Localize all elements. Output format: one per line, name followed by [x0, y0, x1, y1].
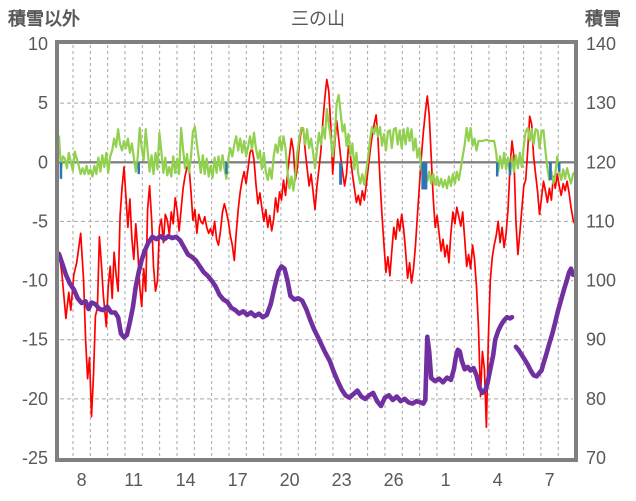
snow-depth-purple-line: [56, 233, 515, 409]
y-right-tick-label: 130: [586, 93, 616, 113]
y-left-tick-label: -5: [32, 211, 48, 231]
x-tick-label: 11: [124, 470, 143, 490]
y-right-tick-label: 140: [586, 34, 616, 54]
x-tick-label: 17: [228, 470, 248, 490]
y-left-tick-label: -20: [22, 389, 48, 409]
snowfall-green-line: [57, 93, 576, 192]
x-tick-label: 1: [441, 470, 451, 490]
snow-depth-purple-line: [513, 266, 577, 379]
y-left-tick-label: 5: [38, 93, 48, 113]
x-tick-label: 8: [77, 470, 87, 490]
temperature-red-line: [58, 78, 575, 429]
y-right-tick-label: 70: [586, 448, 606, 468]
y-left-tick-label: -15: [22, 330, 48, 350]
y-right-tick-label: 120: [586, 152, 616, 172]
y-right-tick-label: 100: [586, 271, 616, 291]
chart-title: 三の山: [291, 9, 345, 29]
right-axis-title: 積雪: [585, 9, 621, 29]
y-left-tick-label: 10: [28, 34, 48, 54]
x-tick-label: 4: [493, 470, 503, 490]
y-left-tick-label: 0: [38, 152, 48, 172]
y-right-tick-label: 90: [586, 330, 606, 350]
y-left-tick-label: -25: [22, 448, 48, 468]
left-axis-title: 積雪以外: [8, 9, 80, 29]
y-right-tick-label: 110: [586, 211, 615, 231]
x-tick-label: 26: [384, 470, 404, 490]
y-left-tick-label: -10: [22, 271, 48, 291]
plot-border: [55, 40, 578, 462]
x-tick-label: 7: [545, 470, 555, 490]
y-right-tick-label: 80: [586, 389, 606, 409]
x-tick-label: 14: [176, 470, 196, 490]
x-tick-label: 20: [280, 470, 300, 490]
x-tick-label: 23: [332, 470, 352, 490]
